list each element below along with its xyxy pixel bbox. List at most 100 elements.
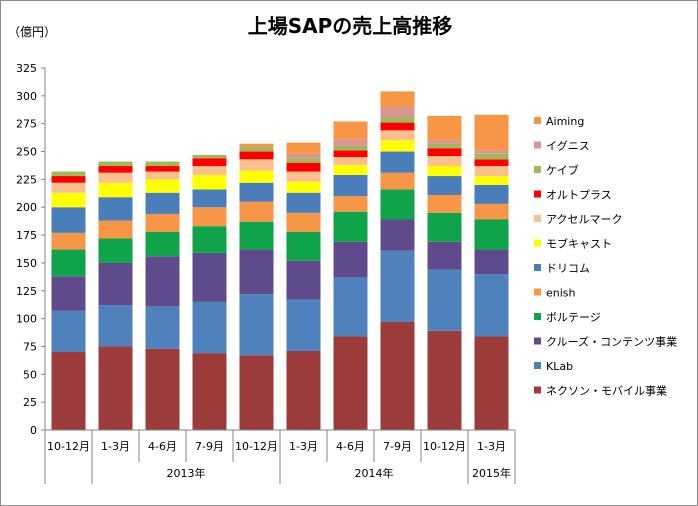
x-category-label: 1-3月 [101,440,130,453]
bar-segment [286,142,321,154]
bar-segment [98,262,133,306]
bars [51,91,509,430]
bar-segment [145,256,180,307]
bar-segment [380,140,415,152]
bar-segment [98,166,133,173]
legend-swatch [534,239,541,247]
x-year-label: 2015年 [472,466,511,480]
bar-segment [145,231,180,257]
x-year-label: 2014年 [355,466,394,480]
bar-segment [239,221,274,250]
bar-segment [286,153,321,159]
legend-label: オルトプラス [546,189,612,202]
bar-segment [427,155,462,167]
bar-segment [51,192,86,208]
bar-segment [192,158,227,167]
bar-segment [286,162,321,172]
bar-segment [333,121,368,140]
bar-segment [98,197,133,221]
bar-segment [145,213,180,232]
bar-segment [51,176,86,183]
bar-segment [380,219,415,251]
bar-segment [51,182,86,193]
y-tick-label: 175 [16,229,37,242]
bar-segment [51,310,86,353]
bar-segment [380,172,415,190]
legend-swatch [534,337,541,345]
bar-segment [333,157,368,165]
bar-segment [192,154,227,159]
legend-label: クルーズ・コンテンツ事業 [546,335,677,349]
axes: 0 25 50 75 100 125 150 175 200 225 250 275 300 325 [16,62,46,437]
y-tick-label: 150 [16,257,37,270]
bar-segment [286,299,321,351]
bar-segment [427,269,462,331]
x-category-label: 10-12月 [423,440,466,453]
x-category-label: 7-9月 [195,440,224,453]
y-tick-label: 300 [16,90,37,103]
legend-swatch [534,141,541,149]
y-tick-label: 75 [23,340,37,353]
bar-segment [51,249,86,277]
bar-segment [239,159,274,171]
bar-segment [192,166,227,175]
bar-segment [380,321,415,430]
bar-segment [51,352,86,430]
bar-segment [474,150,509,154]
bar-segment [474,274,509,337]
bar-segment [286,231,321,261]
bar-segment [51,232,86,250]
bar-segment [474,219,509,250]
y-tick-label: 225 [16,173,37,186]
bar-segment [427,194,462,213]
bar-segment [474,153,509,160]
y-tick-label: 100 [16,313,37,326]
x-category-label: 1-3月 [289,440,318,453]
bar-segment [192,226,227,253]
bar-segment [380,122,415,131]
y-tick-label: 325 [16,62,37,75]
bar-segment [380,91,415,107]
bar-segment [239,249,274,295]
bar-segment [286,192,321,213]
x-category-label: 10-12月 [47,440,90,453]
legend-label: アクセルマーク [546,213,622,226]
legend-swatch [534,313,541,320]
bar-segment [427,176,462,195]
bar-segment [286,158,321,163]
bar-segment [145,348,180,430]
bar-segment [286,260,321,300]
bar-segment [427,115,462,141]
bar-segment [239,143,274,148]
bar-segment [380,130,415,141]
bar-segment [474,184,509,204]
legend-swatch [534,362,541,369]
bar-segment [192,207,227,227]
bar-segment [474,176,509,185]
bar-segment [192,174,227,190]
bar-segment [98,238,133,263]
bar-segment [333,196,368,212]
bar-segment [239,294,274,356]
bar-segment [239,151,274,160]
x-category-label: 4-6月 [148,440,177,453]
x-category-label: 7-9月 [383,440,412,453]
y-tick-label: 250 [16,146,37,159]
chart-title: 上場SAPの売上高推移 [248,14,453,38]
bar-segment [427,330,462,430]
y-tick-label: 200 [16,201,37,214]
bar-segment [145,171,180,180]
bar-segment [145,166,180,172]
legend-label: Aiming [546,115,584,128]
bar-segment [333,145,368,151]
bar-segment [286,181,321,193]
bar-segment [427,143,462,149]
bar-segment [380,117,415,123]
legend-label: ネクソン・モバイル事業 [546,385,667,398]
bar-segment [51,276,86,311]
bar-segment [145,306,180,349]
bar-segment [333,241,368,278]
bar-segment [333,211,368,242]
legend-label: モブキャスト [546,237,612,251]
